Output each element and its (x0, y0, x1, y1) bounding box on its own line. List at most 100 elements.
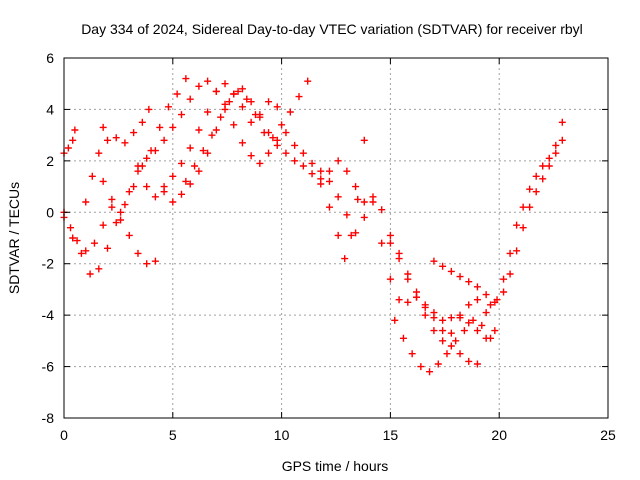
data-point (138, 118, 146, 126)
data-point (221, 80, 229, 88)
data-point (291, 141, 299, 149)
data-point (430, 314, 438, 322)
series-arc-4 (82, 105, 153, 206)
data-point (69, 234, 77, 242)
data-point (404, 298, 412, 306)
series-arc-13 (386, 239, 499, 345)
data-point (278, 121, 286, 129)
data-point (391, 316, 399, 324)
data-point (482, 309, 490, 317)
data-point (234, 87, 242, 95)
data-point (304, 77, 312, 85)
data-point (426, 368, 434, 376)
x-tick-label: 5 (169, 427, 177, 443)
data-point (486, 334, 494, 342)
data-point (465, 278, 473, 286)
data-point (413, 293, 421, 301)
data-point (386, 239, 394, 247)
data-point (341, 255, 349, 263)
data-point (421, 311, 429, 319)
series-arc-15 (486, 136, 566, 309)
data-point (545, 162, 553, 170)
data-point (545, 154, 553, 162)
data-point (334, 157, 342, 165)
data-point (88, 172, 96, 180)
data-point (71, 126, 79, 134)
data-point (354, 195, 362, 203)
data-point (456, 350, 464, 358)
data-point (325, 167, 333, 175)
data-point (134, 162, 142, 170)
data-point (352, 183, 360, 191)
data-points (60, 75, 566, 376)
data-point (308, 170, 316, 178)
data-point (434, 360, 442, 368)
data-point (558, 118, 566, 126)
data-point (500, 275, 508, 283)
y-tick-label: -2 (42, 256, 55, 272)
data-point (273, 103, 281, 111)
data-point (204, 108, 212, 116)
data-point (325, 177, 333, 185)
series-arc-3 (60, 126, 79, 157)
data-point (99, 123, 107, 131)
data-point (491, 327, 499, 335)
data-point (473, 283, 481, 291)
data-point (104, 136, 112, 144)
data-point (99, 221, 107, 229)
y-axis-label: SDTVAR / TECUs (6, 182, 22, 294)
data-point (256, 159, 264, 167)
data-point (447, 267, 455, 275)
data-point (212, 126, 220, 134)
data-point (273, 141, 281, 149)
data-point (69, 136, 77, 144)
data-point (238, 139, 246, 147)
data-point (513, 221, 521, 229)
data-point (369, 198, 377, 206)
data-point (443, 350, 451, 358)
data-point (195, 82, 203, 90)
data-point (386, 275, 394, 283)
data-point (552, 149, 560, 157)
data-point (493, 296, 501, 304)
data-point (395, 255, 403, 263)
data-point (430, 257, 438, 265)
x-tick-label: 20 (491, 427, 507, 443)
data-point (108, 195, 116, 203)
data-point (238, 85, 246, 93)
data-point (473, 296, 481, 304)
data-point (164, 103, 172, 111)
data-point (456, 273, 464, 281)
axis-ticks: 0 5 10 15 20 25 -8 -6 -4 -2 0 2 4 6 (42, 50, 616, 443)
data-point (347, 231, 355, 239)
data-point (452, 337, 460, 345)
data-point (112, 134, 120, 142)
data-point (130, 129, 138, 137)
data-point (526, 185, 534, 193)
data-point (178, 159, 186, 167)
data-point (473, 327, 481, 335)
data-point (299, 162, 307, 170)
data-point (95, 149, 103, 157)
chart-title: Day 334 of 2024, Sidereal Day-to-day VTE… (81, 21, 583, 37)
data-point (334, 231, 342, 239)
data-point (532, 188, 540, 196)
y-tick-label: 4 (46, 101, 54, 117)
data-point (160, 136, 168, 144)
data-point (308, 159, 316, 167)
data-point (265, 98, 273, 106)
data-point (360, 198, 368, 206)
series-arc-11 (369, 198, 481, 368)
data-point (173, 90, 181, 98)
data-point (352, 229, 360, 237)
data-point (447, 329, 455, 337)
data-point (90, 239, 98, 247)
data-point (460, 327, 468, 335)
data-point (439, 327, 447, 335)
data-point (417, 363, 425, 371)
data-point (360, 136, 368, 144)
data-point (217, 113, 225, 121)
data-point (212, 87, 220, 95)
data-point (195, 126, 203, 134)
series-arc-10 (317, 167, 490, 342)
